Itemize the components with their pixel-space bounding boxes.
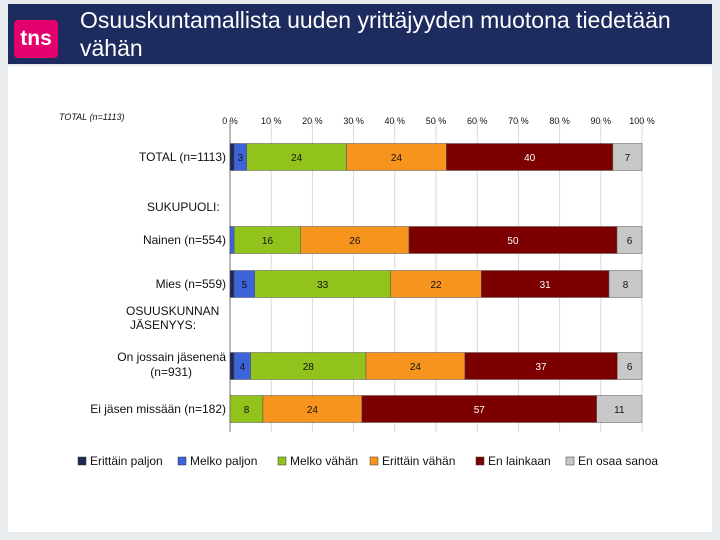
row-label: TOTAL (n=1113)	[139, 150, 226, 164]
bar-segment	[612, 143, 643, 171]
data-label: 16	[262, 236, 274, 247]
x-tick-label: 40 %	[385, 116, 406, 126]
row-label: Ei jäsen missään (n=182)	[90, 402, 226, 416]
legend-swatch	[277, 456, 287, 466]
legend-swatch	[177, 456, 187, 466]
bar-segment	[608, 270, 643, 298]
data-label: 8	[244, 405, 250, 416]
data-label: 8	[623, 280, 629, 291]
data-label: 22	[430, 280, 442, 291]
x-tick-label: 50 %	[426, 116, 447, 126]
data-label: 24	[410, 362, 422, 373]
row-label: Mies (n=559)	[156, 277, 226, 291]
slide-title: Osuuskuntamallista uuden yrittäjyyden mu…	[80, 7, 671, 61]
legend-swatch	[475, 456, 485, 466]
data-label: 37	[535, 362, 547, 373]
bar-segment	[346, 143, 447, 171]
data-label: 7	[625, 153, 631, 164]
data-label: 11	[614, 405, 625, 416]
bar-segment	[246, 143, 347, 171]
data-label: 24	[291, 153, 303, 164]
data-label: 3	[238, 153, 244, 164]
x-tick-label: 70 %	[508, 116, 529, 126]
data-label: 28	[303, 362, 315, 373]
chart-panel: TOTAL (n=1113) 0 % 10 % 20 % 30 % 40 % 50 % 60 …	[8, 66, 712, 532]
bar-segment	[233, 226, 301, 254]
bar-segment	[229, 270, 235, 298]
row-label: On jossain jäsenenä (n=931)	[117, 350, 226, 379]
bar-segment	[390, 270, 482, 298]
bar-segment	[229, 226, 235, 254]
data-label: 6	[627, 236, 633, 247]
data-label: 31	[540, 280, 552, 291]
data-label: 57	[474, 405, 486, 416]
chart-note: TOTAL (n=1113)	[59, 112, 124, 122]
x-tick-label: 30 %	[343, 116, 364, 126]
legend-label: Erittäin paljon	[90, 454, 163, 468]
bar-segment	[229, 395, 264, 423]
header-bar	[8, 4, 712, 64]
legend-swatch	[565, 456, 575, 466]
legend-label: Erittäin vähän	[382, 454, 455, 468]
bar-segment	[596, 395, 643, 423]
x-tick-label: 60 %	[467, 116, 488, 126]
bar-segment	[262, 395, 363, 423]
bar-segment	[250, 352, 367, 380]
bar-segment	[616, 226, 643, 254]
bar-segment	[229, 352, 235, 380]
bar-segment	[300, 226, 410, 254]
data-label: 26	[349, 236, 361, 247]
x-tick-label: 100 %	[629, 116, 655, 126]
tns-logo: tns	[14, 20, 58, 58]
row-heading: OSUUSKUNNAN JÄSENYYS:	[126, 304, 219, 332]
legend-label: Melko paljon	[190, 454, 257, 468]
legend-swatch	[77, 456, 87, 466]
bar-segment	[229, 143, 235, 171]
bar-segment	[617, 352, 643, 380]
x-tick-label: 80 %	[549, 116, 570, 126]
stacked-bar-chart: TOTAL (n=1113) 0 % 10 % 20 % 30 % 40 % 50 % 60 …	[59, 112, 658, 468]
data-label: 40	[524, 153, 536, 164]
bar-segment	[481, 270, 610, 298]
bar-segment	[446, 143, 614, 171]
x-tick-label: 20 %	[302, 116, 323, 126]
legend-label: En osaa sanoa	[578, 454, 658, 468]
row-heading: SUKUPUOLI:	[147, 200, 220, 214]
x-tick-label: 10 %	[261, 116, 282, 126]
data-label: 5	[242, 280, 248, 291]
legend-swatch	[369, 456, 379, 466]
data-label: 24	[391, 153, 403, 164]
bar-segment	[254, 270, 391, 298]
data-label: 4	[240, 362, 246, 373]
data-label: 33	[317, 280, 329, 291]
data-label: 24	[307, 405, 319, 416]
legend-label: Melko vähän	[290, 454, 358, 468]
data-label: 50	[507, 236, 519, 247]
bar-segment	[361, 395, 597, 423]
source-footer: Suomen Gallup Elintarviketieto Oy	[442, 514, 625, 528]
data-label: 6	[627, 362, 633, 373]
x-tick-label: 90 %	[591, 116, 612, 126]
legend-label: En lainkaan	[488, 454, 551, 468]
row-label: Nainen (n=554)	[143, 233, 226, 247]
